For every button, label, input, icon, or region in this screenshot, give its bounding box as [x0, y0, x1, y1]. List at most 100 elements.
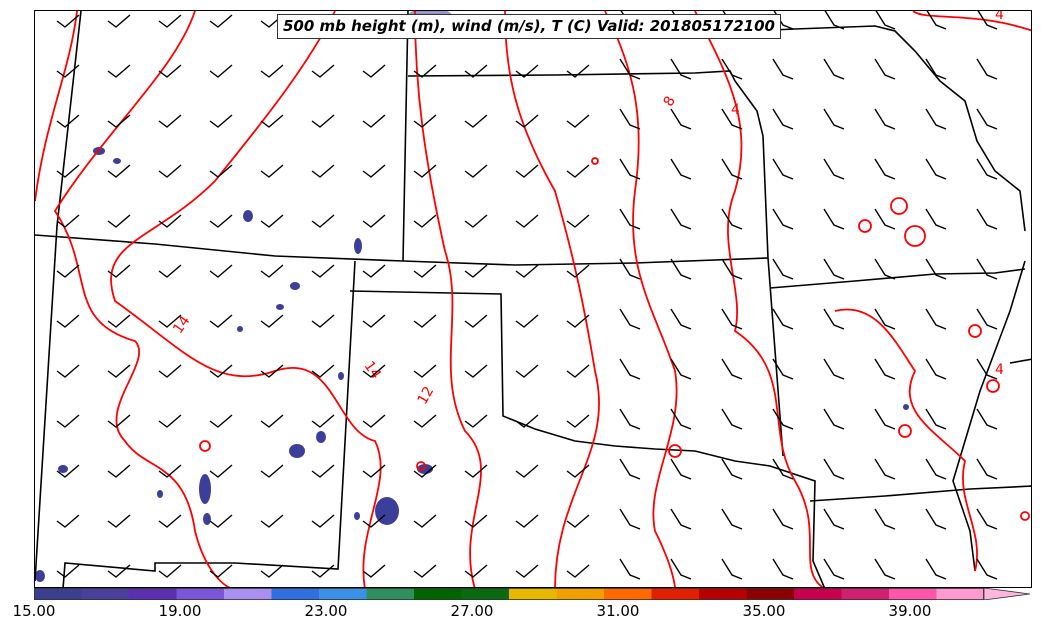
wind-barb: [464, 214, 488, 228]
shade-blob: [290, 282, 300, 290]
wind-barb: [976, 258, 998, 280]
border-line: [35, 234, 769, 266]
wind-barb: [107, 64, 131, 78]
wind-barb: [619, 508, 641, 530]
wind-barb: [772, 358, 794, 380]
wind-barb: [107, 564, 131, 578]
wind-barb: [464, 464, 488, 478]
wind-barb: [464, 364, 488, 378]
wind-barb: [619, 358, 641, 380]
wind-barb: [670, 458, 692, 480]
wind-barb: [413, 514, 437, 528]
wind-barb: [413, 214, 437, 228]
wind-barb: [874, 458, 896, 480]
wind-barb: [823, 308, 845, 330]
wind-barb: [619, 408, 641, 430]
wind-barb: [515, 214, 539, 228]
wind-barb: [925, 158, 947, 180]
wind-barb: [158, 264, 182, 278]
wind-barb: [670, 358, 692, 380]
wind-barb: [566, 64, 590, 78]
wind-barb: [209, 464, 233, 478]
wind-barb: [260, 114, 284, 128]
shade-blob: [354, 512, 360, 520]
wind-barb: [721, 458, 743, 480]
wind-barb: [260, 164, 284, 178]
wind-barb: [772, 508, 794, 530]
wind-barb: [976, 158, 998, 180]
wind-barb: [413, 364, 437, 378]
wind-barb: [311, 214, 335, 228]
wind-barb: [107, 514, 131, 528]
contour-loop: [904, 225, 926, 247]
contour-label: 4: [995, 362, 1004, 378]
wind-barb: [362, 114, 386, 128]
wind-barb: [721, 208, 743, 230]
colorbar-tick-label: 23.00: [304, 602, 348, 620]
wind-barb: [670, 308, 692, 330]
wind-barb: [824, 11, 845, 30]
wind-barb: [566, 464, 590, 478]
border-line: [769, 268, 1026, 289]
wind-barb: [260, 314, 284, 328]
wind-barb: [56, 314, 80, 328]
wind-barb: [772, 458, 794, 480]
shade-blob: [276, 304, 284, 310]
wind-barb: [413, 114, 437, 128]
shade-blob: [243, 210, 253, 222]
wind-barb: [670, 108, 692, 130]
contour-labels: 4 8 4 14 14 12 4: [170, 11, 1004, 407]
wind-barb: [107, 14, 131, 28]
wind-barb: [158, 314, 182, 328]
wind-barb: [311, 564, 335, 578]
wind-barb: [721, 258, 743, 280]
wind-barb: [56, 264, 80, 278]
map-frame: 4 8 4 14 14 12 4: [34, 10, 1032, 588]
wind-barb: [260, 264, 284, 278]
colorbar-segment: [271, 588, 320, 600]
wind-barb: [619, 108, 641, 130]
wind-barb: [976, 558, 998, 580]
map-canvas: 4 8 4 14 14 12 4: [35, 11, 1031, 587]
wind-barb: [772, 58, 794, 80]
wind-barb: [925, 258, 947, 280]
wind-barb: [158, 514, 182, 528]
wind-barb: [56, 164, 80, 178]
wind-barb: [721, 358, 743, 380]
wind-barb: [260, 514, 284, 528]
wind-barb: [721, 108, 743, 130]
wind-barb: [874, 308, 896, 330]
contour-line: [912, 11, 1031, 32]
wind-barb: [311, 114, 335, 128]
wind-barb: [874, 58, 896, 80]
contour-line: [694, 11, 824, 587]
wind-barb: [362, 214, 386, 228]
colorbar-segment: [699, 588, 747, 600]
wind-barb: [209, 114, 233, 128]
wind-barb: [413, 564, 437, 578]
wind-barb: [926, 11, 947, 30]
shade-blob: [903, 404, 909, 410]
wind-barb: [56, 564, 80, 578]
colorbar: [34, 588, 1031, 600]
wind-barb: [311, 264, 335, 278]
wind-barb: [209, 314, 233, 328]
wind-barb: [362, 164, 386, 178]
wind-barb: [619, 208, 641, 230]
wind-barb: [874, 408, 896, 430]
wind-barb: [823, 58, 845, 80]
wind-barb: [56, 514, 80, 528]
colorbar-segment: [461, 588, 510, 600]
contour-label: 4: [995, 11, 1004, 23]
wind-barb: [260, 64, 284, 78]
wind-barb: [107, 114, 131, 128]
shade-blob: [113, 158, 121, 164]
wind-barb: [464, 514, 488, 528]
wind-barb: [670, 408, 692, 430]
wind-barb: [311, 314, 335, 328]
wind-barb: [925, 108, 947, 130]
wind-barb: [362, 264, 386, 278]
contour-loop: [199, 440, 211, 452]
wind-barb: [670, 258, 692, 280]
contour-line: [604, 11, 678, 587]
